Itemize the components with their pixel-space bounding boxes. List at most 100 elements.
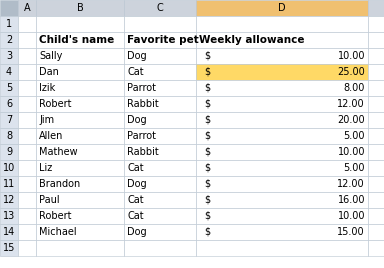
Bar	[18, 0, 36, 16]
Bar	[124, 80, 196, 96]
Bar	[18, 224, 36, 240]
Text: Brandon: Brandon	[39, 179, 80, 189]
Bar	[368, 224, 384, 240]
Bar	[0, 96, 18, 112]
Bar	[18, 112, 36, 128]
Text: Jim: Jim	[39, 115, 54, 125]
Text: 14: 14	[3, 227, 15, 237]
Text: Dog: Dog	[127, 227, 147, 237]
Bar	[36, 160, 124, 176]
Text: Mathew: Mathew	[39, 147, 78, 157]
Bar	[0, 16, 18, 32]
Bar	[36, 128, 124, 144]
Bar	[368, 208, 384, 224]
Text: 12.00: 12.00	[338, 99, 365, 109]
Text: Izik: Izik	[39, 83, 55, 93]
Text: Child's name: Child's name	[39, 35, 114, 45]
Text: $: $	[204, 51, 210, 61]
Bar	[124, 48, 196, 64]
Bar	[124, 64, 196, 80]
Bar	[196, 64, 368, 80]
Bar	[36, 112, 124, 128]
Bar	[0, 224, 18, 240]
Bar	[124, 0, 196, 16]
Bar	[196, 32, 368, 48]
Text: $: $	[204, 227, 210, 237]
Bar	[36, 208, 124, 224]
Text: 16.00: 16.00	[338, 195, 365, 205]
Bar	[36, 0, 124, 16]
Text: Sally: Sally	[39, 51, 62, 61]
Text: Cat: Cat	[127, 163, 144, 173]
Text: 11: 11	[3, 179, 15, 189]
Bar	[196, 144, 368, 160]
Text: Cat: Cat	[127, 195, 144, 205]
Text: $: $	[204, 99, 210, 109]
Bar	[18, 80, 36, 96]
Text: $: $	[204, 131, 210, 141]
Bar	[0, 32, 18, 48]
Text: Allen: Allen	[39, 131, 63, 141]
Bar	[18, 32, 36, 48]
Bar	[196, 16, 368, 32]
Bar	[0, 0, 18, 16]
Text: $: $	[204, 115, 210, 125]
Text: 5.00: 5.00	[344, 131, 365, 141]
Bar	[196, 112, 368, 128]
Bar	[196, 128, 368, 144]
Text: 1: 1	[6, 19, 12, 29]
Text: 25.00: 25.00	[337, 67, 365, 77]
Text: 15.00: 15.00	[338, 227, 365, 237]
Bar	[0, 64, 18, 80]
Text: $: $	[204, 83, 210, 93]
Bar	[124, 192, 196, 208]
Text: Cat: Cat	[127, 67, 144, 77]
Text: 10.00: 10.00	[338, 211, 365, 221]
Text: Liz: Liz	[39, 163, 52, 173]
Text: Dog: Dog	[127, 51, 147, 61]
Bar	[0, 128, 18, 144]
Bar	[124, 224, 196, 240]
Bar	[18, 176, 36, 192]
Bar	[36, 32, 124, 48]
Bar	[36, 144, 124, 160]
Bar	[0, 48, 18, 64]
Text: 8: 8	[6, 131, 12, 141]
Text: Favorite pet: Favorite pet	[127, 35, 199, 45]
Text: Paul: Paul	[39, 195, 60, 205]
Bar	[196, 48, 368, 64]
Text: $: $	[204, 147, 210, 157]
Bar	[124, 16, 196, 32]
Text: Dog: Dog	[127, 115, 147, 125]
Text: 20.00: 20.00	[338, 115, 365, 125]
Bar	[0, 176, 18, 192]
Bar	[36, 240, 124, 256]
Text: Parrot: Parrot	[127, 83, 156, 93]
Bar	[368, 112, 384, 128]
Text: $: $	[204, 67, 210, 77]
Text: 5: 5	[6, 83, 12, 93]
Text: D: D	[278, 3, 286, 13]
Text: 7: 7	[6, 115, 12, 125]
Text: Michael: Michael	[39, 227, 77, 237]
Text: A: A	[24, 3, 30, 13]
Text: Dog: Dog	[127, 179, 147, 189]
Text: Cat: Cat	[127, 211, 144, 221]
Bar	[36, 16, 124, 32]
Text: Rabbit: Rabbit	[127, 99, 159, 109]
Text: Parrot: Parrot	[127, 131, 156, 141]
Bar	[36, 96, 124, 112]
Text: Weekly allowance: Weekly allowance	[199, 35, 305, 45]
Bar	[368, 240, 384, 256]
Text: 3: 3	[6, 51, 12, 61]
Bar	[18, 96, 36, 112]
Text: Dan: Dan	[39, 67, 59, 77]
Bar	[196, 80, 368, 96]
Bar	[368, 128, 384, 144]
Bar	[36, 48, 124, 64]
Text: $: $	[204, 211, 210, 221]
Text: 12: 12	[3, 195, 15, 205]
Bar	[0, 160, 18, 176]
Bar	[18, 128, 36, 144]
Bar	[124, 112, 196, 128]
